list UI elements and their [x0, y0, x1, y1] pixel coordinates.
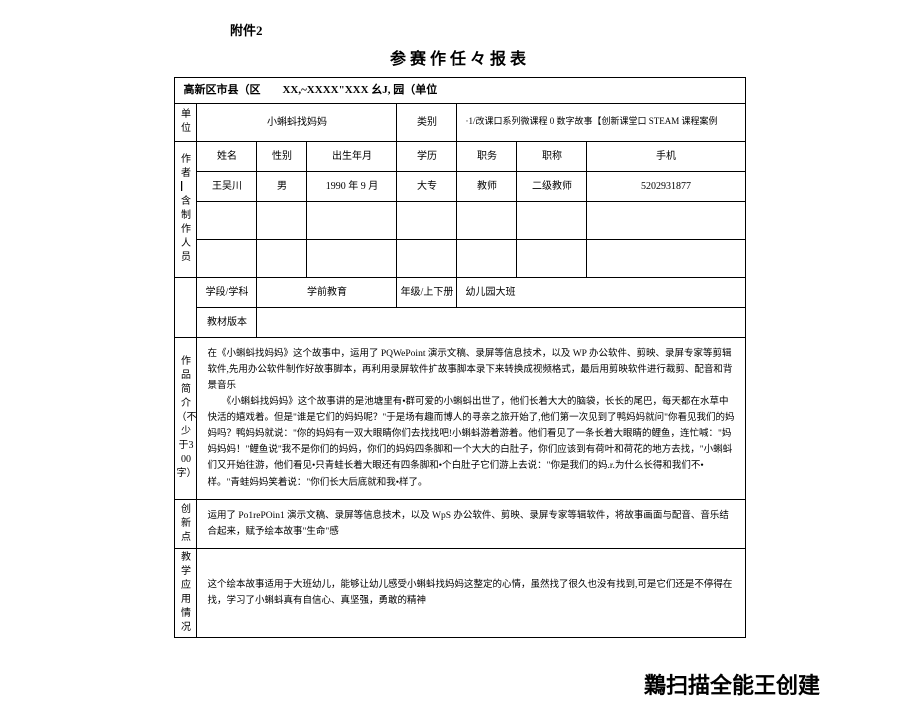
category-label: 类别 [397, 103, 457, 141]
author1-edu: 大专 [397, 171, 457, 201]
author2-name [197, 201, 257, 239]
edu-app-label: 教学应用情况 [175, 549, 197, 638]
author2-birth [307, 201, 397, 239]
author3-post [457, 239, 517, 277]
form-table: 高新区市县（区 XX,~XXXX"XXX 幺J, 园（单位 单位 小蝌蚪找妈妈 … [174, 77, 745, 638]
col-name: 姓名 [197, 141, 257, 171]
edu-app-text: 这个绘本故事适用于大班幼儿，能够让幼儿感受小蝌蚪找妈妈这整定的心情，虽然找了很久… [197, 549, 745, 638]
scan-footer: 鸈扫描全能王创建 [40, 668, 880, 700]
col-gender: 性别 [257, 141, 307, 171]
author3-title [517, 239, 587, 277]
author1-gender: 男 [257, 171, 307, 201]
grade-volume-label: 年级/上下册 [397, 277, 457, 307]
author1-title: 二级教师 [517, 171, 587, 201]
author1-post: 教师 [457, 171, 517, 201]
author2-gender [257, 201, 307, 239]
textbook-value [257, 307, 745, 337]
col-post: 职务 [457, 141, 517, 171]
unit-label: 单位 [175, 103, 197, 141]
grade-subject-value: 学前教育 [257, 277, 397, 307]
col-birth: 出生年月 [307, 141, 397, 171]
author3-phone [587, 239, 745, 277]
col-phone: 手机 [587, 141, 745, 171]
intro-label: 作品简介（不少于300字） [175, 337, 197, 499]
work-name-cell: 小蝌蚪找妈妈 [197, 103, 397, 141]
author3-edu [397, 239, 457, 277]
innov-label: 创新点 [175, 499, 197, 548]
grade-subject-label: 学段/学科 [197, 277, 257, 307]
author2-title [517, 201, 587, 239]
header-unit-line: 高新区市县（区 XX,~XXXX"XXX 幺J, 园（单位 [175, 78, 745, 104]
author2-post [457, 201, 517, 239]
innov-text: 运用了 Po1rePOin1 演示文稿、录屏等信息技术，以及 WpS 办公软件、… [197, 499, 745, 548]
author3-birth [307, 239, 397, 277]
attachment-label: 附件2 [230, 20, 880, 39]
intro-text: 在《小蝌蚪找妈妈》这个故事中，运用了 PQWePoint 演示文稿、录屏等信息技… [197, 337, 745, 499]
author3-gender [257, 239, 307, 277]
col-title: 职称 [517, 141, 587, 171]
author1-name: 王吴川 [197, 171, 257, 201]
author1-phone: 5202931877 [587, 171, 745, 201]
author2-phone [587, 201, 745, 239]
col-edu: 学历 [397, 141, 457, 171]
page-title: 参赛作任々报表 [40, 45, 880, 69]
textbook-label: 教材版本 [197, 307, 257, 337]
category-text: ·1/改课口系列微课程 0 数字故事【创新课堂口 STEAM 课程案例 [457, 103, 745, 141]
grade-volume-value: 幼儿园大班 [457, 277, 745, 307]
author2-edu [397, 201, 457, 239]
blank-vlabel [175, 277, 197, 337]
author1-birth: 1990 年 9 月 [307, 171, 397, 201]
author3-name [197, 239, 257, 277]
author-block-label: 作者 ▏含制作人员 [175, 141, 197, 277]
